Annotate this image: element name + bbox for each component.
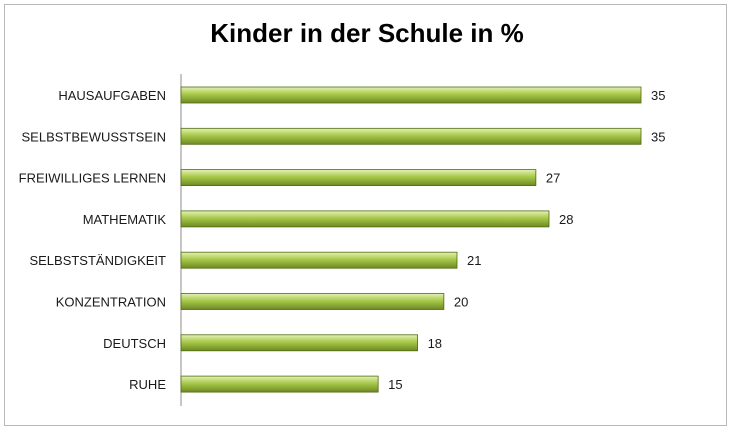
data-label: 35: [651, 88, 665, 103]
category-label: RUHE: [129, 377, 166, 392]
data-label: 35: [651, 129, 665, 144]
bar: [180, 334, 418, 352]
data-label: 27: [546, 171, 560, 186]
category-label: DEUTSCH: [103, 336, 166, 351]
category-label: KONZENTRATION: [56, 295, 166, 310]
bar: [180, 127, 642, 145]
bar: [180, 169, 537, 187]
bar: [180, 293, 445, 310]
bar: [180, 86, 642, 104]
category-label: HAUSAUFGABEN: [58, 88, 166, 103]
category-label: MATHEMATIK: [83, 212, 167, 227]
category-label: FREIWILLIGES LERNEN: [19, 171, 166, 186]
data-label: 21: [467, 253, 481, 268]
bar: [180, 251, 458, 269]
data-label: 20: [454, 295, 468, 310]
data-label: 15: [388, 377, 402, 392]
bar: [180, 210, 550, 228]
data-label: 18: [428, 336, 442, 351]
bar: [180, 375, 379, 393]
category-label: SELBSTSTÄNDIGKEIT: [29, 253, 166, 268]
category-label: SELBSTBEWUSSTSEIN: [22, 129, 166, 144]
data-label: 28: [559, 212, 573, 227]
chart-title: Kinder in der Schule in %: [210, 18, 524, 48]
